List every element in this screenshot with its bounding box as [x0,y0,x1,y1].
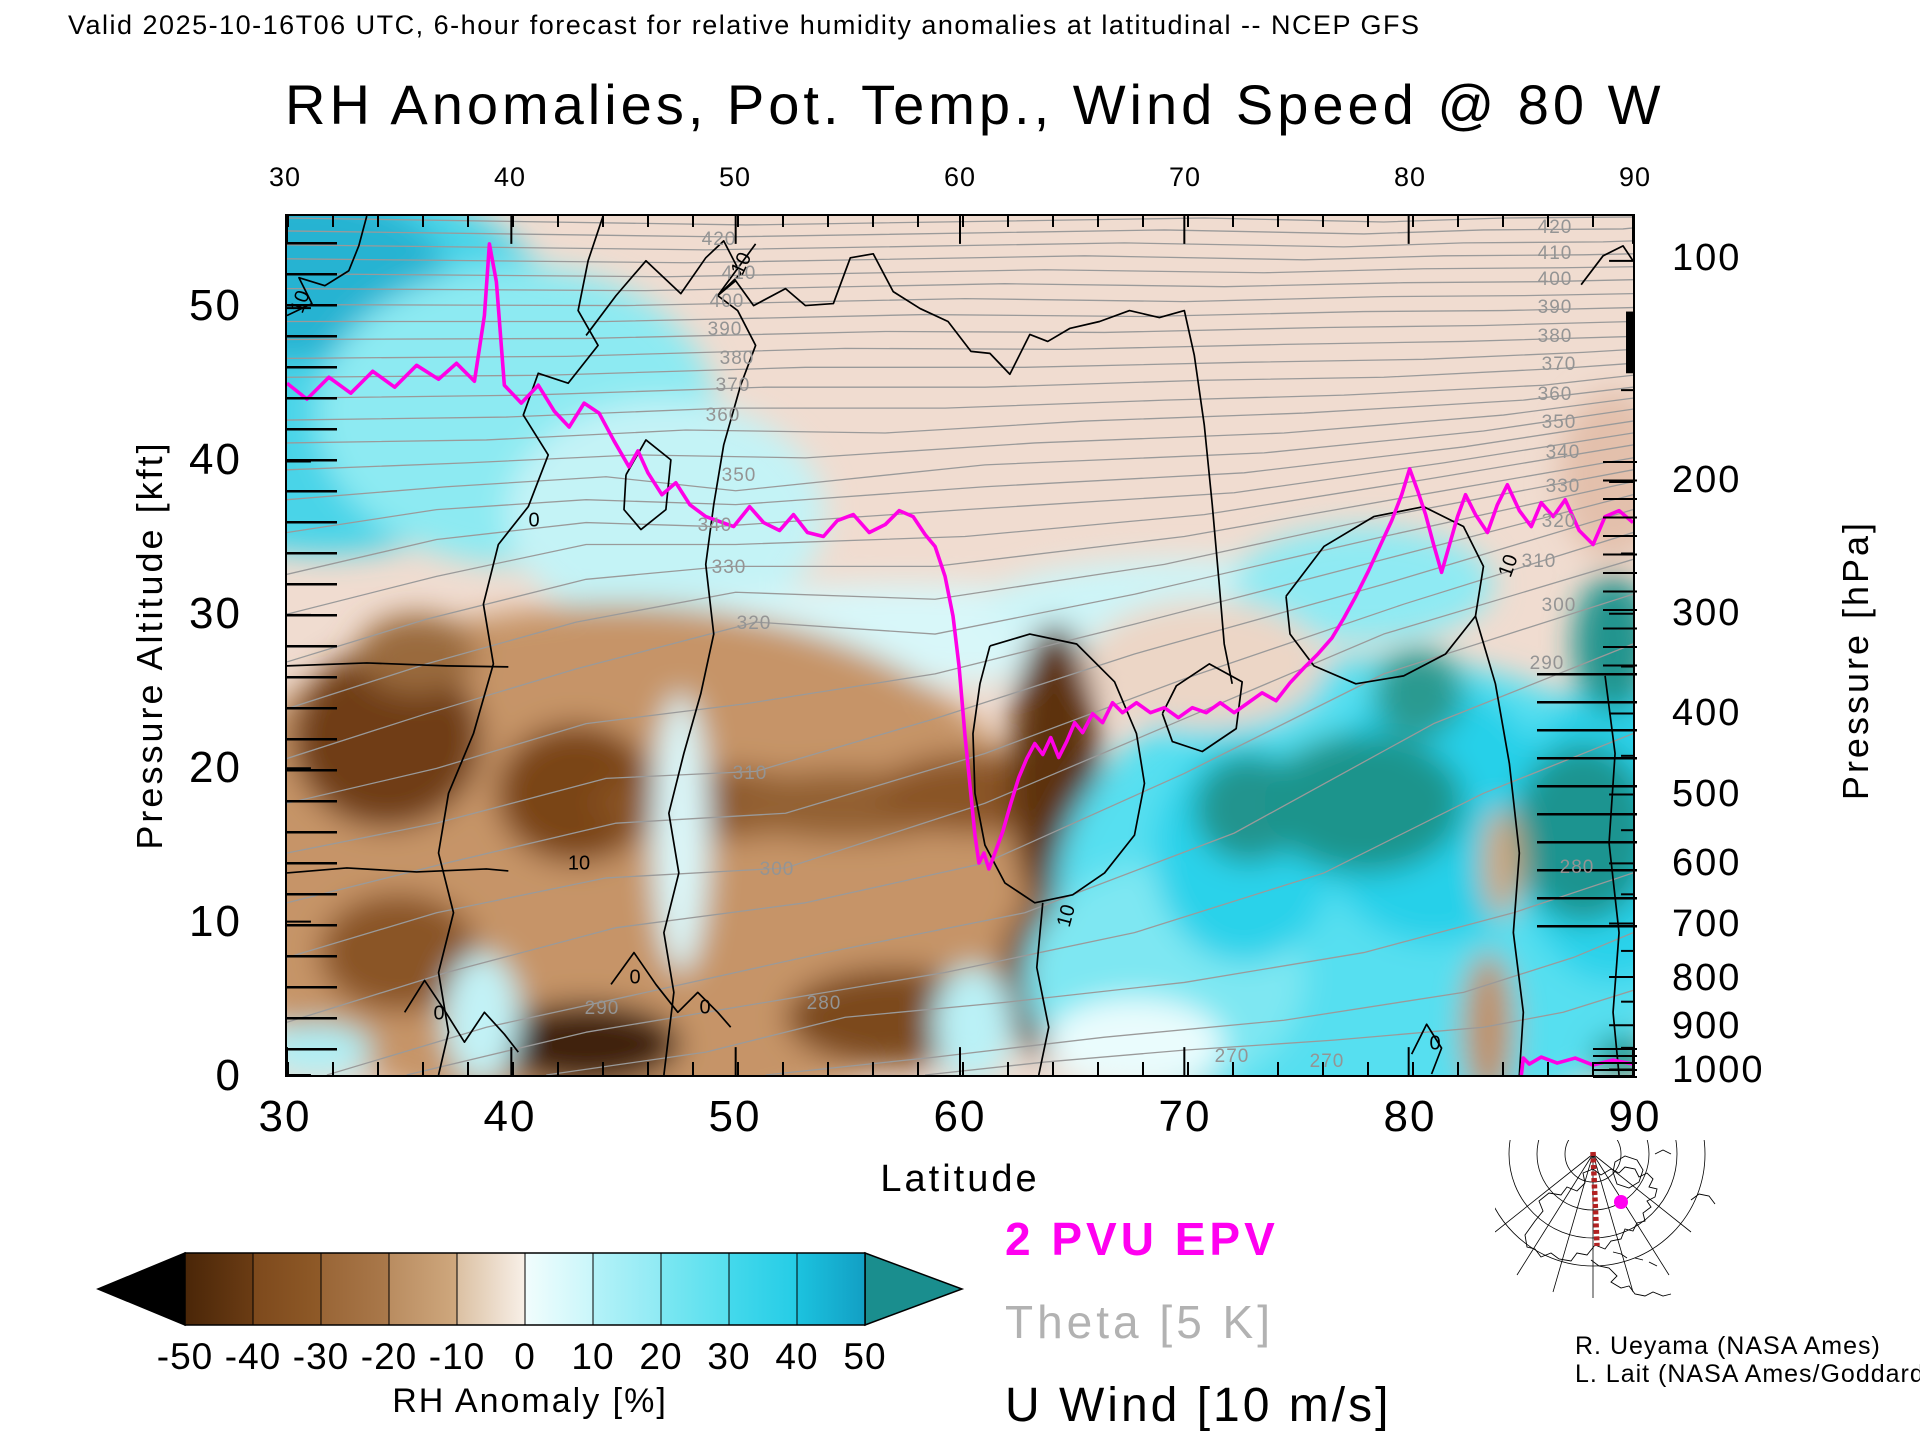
colorbar-tick: -50 [156,1336,214,1377]
y-tick-right: 900 [1672,1005,1742,1047]
colorbar-over-arrow [864,1251,965,1327]
y-tick-right: 600 [1672,842,1742,884]
x-tick-top: 50 [718,162,752,192]
colorbar-tick: -20 [360,1336,418,1377]
credit-line: L. Lait (NASA Ames/Goddard) [1575,1360,1920,1388]
x-tick-top: 30 [268,162,302,192]
legend-uwind-line: U Wind [10 m/s] [1005,1379,1392,1432]
colorbar-segments [184,1252,866,1326]
x-tick-top: 40 [493,162,527,192]
legend-epv-line: 2 PVU EPV [1005,1213,1279,1265]
y-tick-right: 400 [1672,692,1742,734]
y-tick-right: 800 [1672,957,1742,999]
y-tick-left: 0 [215,1051,242,1100]
colorbar-tick: -30 [292,1336,350,1377]
colorbar-under-arrow [96,1251,186,1327]
colorbar-tick: 40 [775,1336,819,1377]
wind-contour-edge-bar [1626,311,1633,374]
colorbar [96,1251,965,1327]
valid-time-header: Valid 2025-10-16T06 UTC, 6-hour forecast… [68,10,1421,40]
x-tick-bottom: 60 [933,1092,987,1141]
y-tick-right: 500 [1672,773,1742,815]
colorbar-tick: 0 [514,1336,536,1377]
colorbar-title: RH Anomaly [%] [392,1382,668,1420]
y-tick-left: 10 [189,897,242,946]
map-location-dot [1614,1195,1628,1209]
y-tick-left: 30 [189,589,242,638]
colorbar-tick: -10 [428,1336,486,1377]
x-tick-bottom: 40 [483,1092,537,1141]
y-axis-title-right: Pressure [hPa] [1835,519,1876,801]
colorbar-tick: 30 [707,1336,751,1377]
x-tick-bottom: 70 [1158,1092,1212,1141]
legend-theta-line: Theta [5 K] [1005,1296,1275,1348]
x-tick-bottom: 80 [1383,1092,1437,1141]
x-tick-top: 90 [1618,162,1652,192]
y-tick-right: 1000 [1672,1049,1765,1091]
y-axis-title-left: Pressure Altitude [kft] [129,440,170,850]
x-tick-top: 80 [1393,162,1427,192]
cross-section-track-line [1590,1151,1600,1247]
cross-section-plot: 420 410 400 390 380 370 360 350 340 330 320 310 300 2… [285,214,1637,1078]
colorbar-tick: 50 [843,1336,887,1377]
map-coastlines [1524,1149,1716,1297]
colorbar-tick: -40 [224,1336,282,1377]
x-tick-bottom: 50 [708,1092,762,1141]
colorbar-tick: 10 [571,1336,615,1377]
x-tick-top: 60 [943,162,977,192]
colorbar-tick: 20 [639,1336,683,1377]
credit-line: R. Ueyama (NASA Ames) [1575,1332,1881,1360]
y-tick-left: 20 [189,743,242,792]
page-title: RH Anomalies, Pot. Temp., Wind Speed @ 8… [285,73,1665,136]
y-tick-left: 40 [189,435,242,484]
y-tick-right: 700 [1672,903,1742,945]
y-tick-left: 50 [189,281,242,330]
map-graticule [1495,1140,1706,1298]
x-tick-top: 70 [1168,162,1202,192]
x-axis-title: Latitude [880,1158,1040,1200]
x-tick-bottom: 90 [1608,1092,1662,1141]
location-map-inset [1495,1140,1716,1298]
y-tick-right: 100 [1672,237,1742,279]
y-tick-right: 300 [1672,592,1742,634]
rh-anomaly-field [287,216,1633,1075]
x-tick-bottom: 30 [258,1092,312,1141]
y-tick-right: 200 [1672,459,1742,501]
